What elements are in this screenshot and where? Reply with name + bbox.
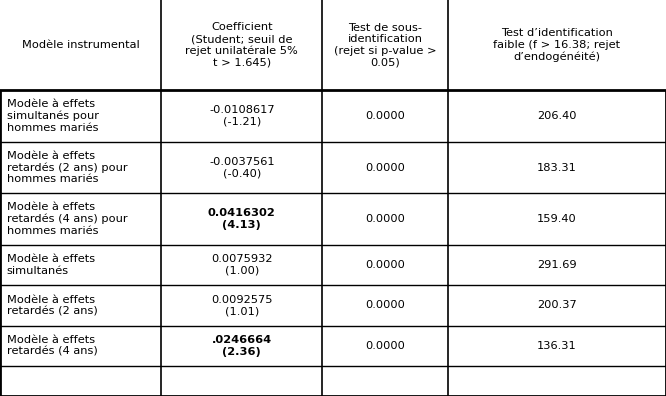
Text: 0.0075932
(1.00): 0.0075932 (1.00)	[211, 254, 272, 276]
Text: 159.40: 159.40	[537, 214, 577, 224]
Text: Test de sous-
identification
(rejet si p-value >
0.05): Test de sous- identification (rejet si p…	[334, 23, 436, 68]
Text: Modèle à effets
retardés (2 ans): Modèle à effets retardés (2 ans)	[7, 295, 97, 316]
Text: 0.0000: 0.0000	[365, 162, 405, 173]
Text: 183.31: 183.31	[537, 162, 577, 173]
Text: Modèle à effets
retardés (2 ans) pour
hommes mariés: Modèle à effets retardés (2 ans) pour ho…	[7, 150, 127, 185]
Text: 0.0092575
(1.01): 0.0092575 (1.01)	[211, 295, 272, 316]
Text: .0246664
(2.36): .0246664 (2.36)	[212, 335, 272, 356]
Text: 206.40: 206.40	[537, 111, 577, 121]
Text: -0.0108617
(-1.21): -0.0108617 (-1.21)	[209, 105, 274, 127]
Text: -0.0037561
(-0.40): -0.0037561 (-0.40)	[209, 157, 274, 178]
Text: Coefficient
(Student; seuil de
rejet unilatérale 5%
t > 1.645): Coefficient (Student; seuil de rejet uni…	[185, 23, 298, 68]
Text: Modèle à effets
retardés (4 ans): Modèle à effets retardés (4 ans)	[7, 335, 97, 356]
Text: 291.69: 291.69	[537, 260, 577, 270]
Text: 0.0000: 0.0000	[365, 260, 405, 270]
Bar	[0, 0, 666, 90]
Text: Test d’identification
faible (f > 16.38; rejet
d’endogénéité): Test d’identification faible (f > 16.38;…	[494, 28, 620, 62]
Text: Modèle à effets
retardés (4 ans) pour
hommes mariés: Modèle à effets retardés (4 ans) pour ho…	[7, 202, 127, 236]
Text: Modèle à effets
simultanés pour
hommes mariés: Modèle à effets simultanés pour hommes m…	[7, 99, 99, 133]
Text: 136.31: 136.31	[537, 341, 577, 351]
Text: 0.0000: 0.0000	[365, 341, 405, 351]
Text: 0.0000: 0.0000	[365, 111, 405, 121]
Text: 0.0000: 0.0000	[365, 214, 405, 224]
Text: 0.0416302
(4.13): 0.0416302 (4.13)	[208, 208, 276, 230]
Text: 200.37: 200.37	[537, 300, 577, 310]
Text: Modèle à effets
simultanés: Modèle à effets simultanés	[7, 254, 95, 276]
Text: 0.0000: 0.0000	[365, 300, 405, 310]
Text: Modèle instrumental: Modèle instrumental	[22, 40, 139, 50]
